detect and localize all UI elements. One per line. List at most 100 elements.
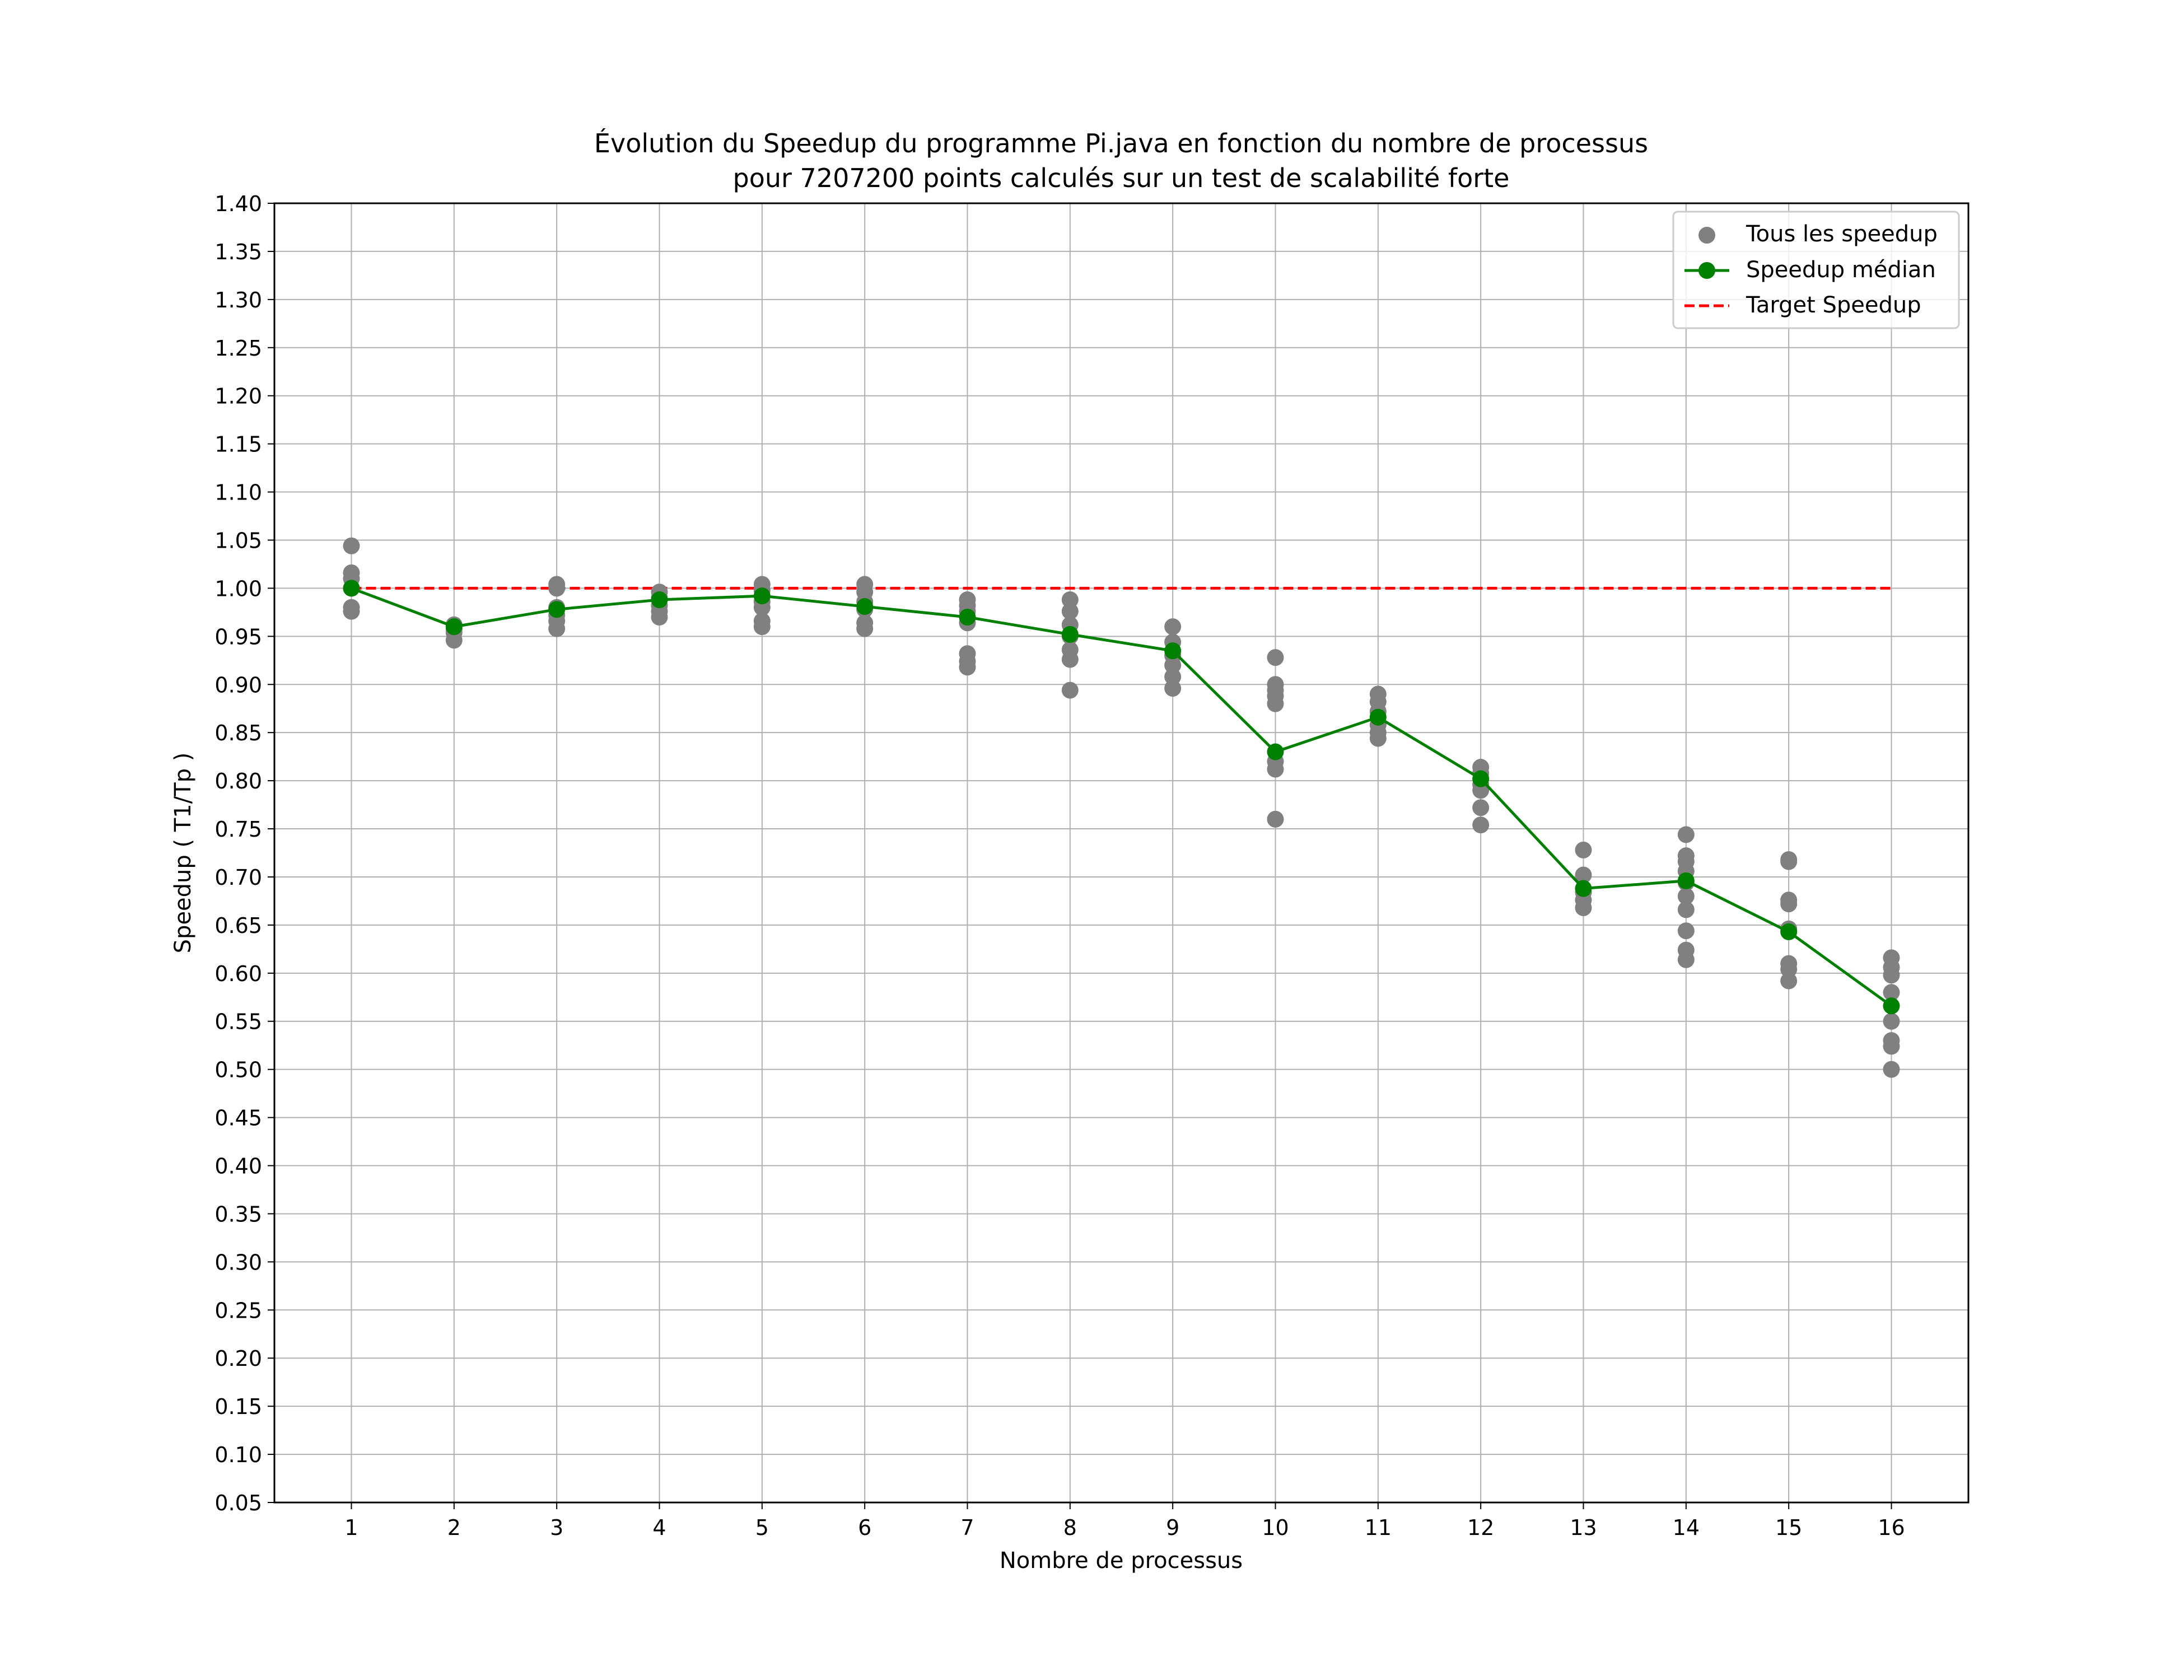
speedup-point	[1267, 760, 1284, 778]
y-tick-label: 0.50	[214, 1058, 262, 1082]
median-speedup-point	[343, 580, 360, 597]
y-tick-label: 0.75	[214, 817, 262, 842]
speedup-point	[1883, 1061, 1900, 1078]
speedup-point	[753, 618, 771, 636]
speedup-point	[856, 620, 874, 637]
y-tick-label: 0.20	[214, 1346, 262, 1371]
speedup-point	[1780, 853, 1798, 870]
speedup-point	[1883, 967, 1900, 984]
speedup-point	[1883, 984, 1900, 1001]
speedup-point	[1267, 695, 1284, 712]
x-tick-label: 11	[1365, 1515, 1392, 1540]
median-speedup-point	[548, 601, 566, 618]
speedup-point	[1267, 649, 1284, 666]
median-speedup-point	[651, 591, 668, 609]
x-tick-label: 3	[550, 1515, 563, 1540]
y-tick-label: 0.45	[214, 1106, 262, 1131]
median-speedup-point	[1061, 626, 1079, 643]
median-speedup-point	[753, 587, 771, 605]
speedup-point	[1677, 901, 1695, 918]
median-speedup-point	[1267, 743, 1284, 760]
y-tick-label: 0.90	[214, 673, 262, 697]
grid	[274, 203, 1968, 1503]
y-tick-label: 0.25	[214, 1298, 262, 1323]
median-speedup-point	[1164, 642, 1182, 660]
x-tick-label: 5	[755, 1515, 769, 1540]
speedup-point	[1061, 591, 1079, 609]
x-tick-label: 7	[960, 1515, 974, 1540]
chart-title-line2: pour 7207200 points calculés sur un test…	[733, 163, 1510, 193]
legend-marker-median	[1698, 262, 1715, 279]
speedup-point	[1472, 816, 1490, 834]
y-tick-label: 0.05	[214, 1491, 262, 1515]
x-tick-label: 16	[1878, 1515, 1905, 1540]
speedup-point	[651, 608, 668, 626]
x-tick-label: 10	[1262, 1515, 1289, 1540]
speedup-point	[1677, 888, 1695, 905]
median-speedup-point	[959, 608, 976, 626]
legend-box	[1672, 211, 1960, 329]
x-tick-label: 9	[1166, 1515, 1179, 1540]
y-axis-label: Speedup ( T1/Tp )	[170, 753, 196, 954]
speedup-point	[1575, 841, 1592, 858]
y-axis-ticks: 0.05 0.10 0.15 0.20 0.25 0.30 0.35 0.40 0.45 0.50…	[214, 192, 274, 1515]
y-tick-label: 0.65	[214, 913, 262, 938]
y-tick-label: 1.20	[214, 384, 262, 409]
y-tick-label: 1.25	[214, 336, 262, 361]
x-tick-label: 12	[1467, 1515, 1494, 1540]
speedup-point	[1575, 866, 1592, 884]
speedup-point	[1677, 826, 1695, 843]
x-axis-ticks: 1 2 3 4 5 6 7 8 9 10 11 12 13 14 15 16	[344, 1502, 1905, 1540]
median-speedup-point	[1369, 708, 1387, 726]
speedup-point	[548, 580, 566, 597]
x-tick-label: 4	[652, 1515, 666, 1540]
y-tick-label: 1.00	[214, 576, 262, 601]
y-tick-label: 0.60	[214, 962, 262, 986]
speedup-point	[1883, 1012, 1900, 1030]
speedup-point	[1164, 680, 1182, 697]
y-tick-label: 0.70	[214, 865, 262, 890]
speedup-point	[1677, 922, 1695, 940]
speedup-point	[1061, 682, 1079, 699]
median-speedup-point	[1472, 770, 1490, 787]
median-speedup-point	[1575, 880, 1592, 897]
speedup-point	[1267, 810, 1284, 828]
median-speedup-series	[343, 580, 1900, 1015]
y-tick-label: 0.40	[214, 1154, 262, 1179]
y-tick-label: 0.30	[214, 1250, 262, 1275]
speedup-point	[1164, 668, 1182, 685]
y-tick-label: 1.15	[214, 432, 262, 457]
x-tick-label: 2	[447, 1515, 461, 1540]
x-tick-label: 6	[858, 1515, 871, 1540]
speedup-point	[753, 599, 771, 616]
legend-label-all-speedup: Tous les speedup	[1746, 221, 1938, 247]
median-speedup-line	[351, 587, 1892, 1007]
y-tick-label: 0.85	[214, 721, 262, 745]
plot-frame	[273, 202, 1970, 1504]
speedup-point	[1677, 951, 1695, 968]
y-tick-label: 0.95	[214, 624, 262, 649]
x-tick-label: 1	[344, 1515, 358, 1540]
speedup-point	[1369, 730, 1387, 747]
median-speedup-point	[445, 618, 463, 636]
x-tick-label: 13	[1570, 1515, 1597, 1540]
y-tick-label: 0.10	[214, 1443, 262, 1467]
speedup-point	[1472, 782, 1490, 799]
y-tick-label: 1.40	[214, 192, 262, 216]
speedup-point	[1061, 651, 1079, 668]
x-tick-label: 8	[1063, 1515, 1077, 1540]
speedup-point	[343, 537, 360, 554]
x-tick-label: 14	[1673, 1515, 1700, 1540]
y-tick-label: 0.15	[214, 1394, 262, 1419]
y-tick-label: 0.55	[214, 1010, 262, 1034]
speedup-point	[1780, 895, 1798, 913]
speedup-point	[1780, 972, 1798, 990]
median-speedup-point	[1780, 923, 1798, 940]
median-speedup-point	[1883, 997, 1900, 1015]
legend-label-target: Target Speedup	[1746, 292, 1921, 318]
chart-title-line1: Évolution du Speedup du programme Pi.jav…	[594, 128, 1648, 158]
legend-marker-all-speedup	[1698, 227, 1715, 244]
speedup-point	[1883, 1038, 1900, 1055]
y-tick-label: 0.35	[214, 1202, 262, 1226]
